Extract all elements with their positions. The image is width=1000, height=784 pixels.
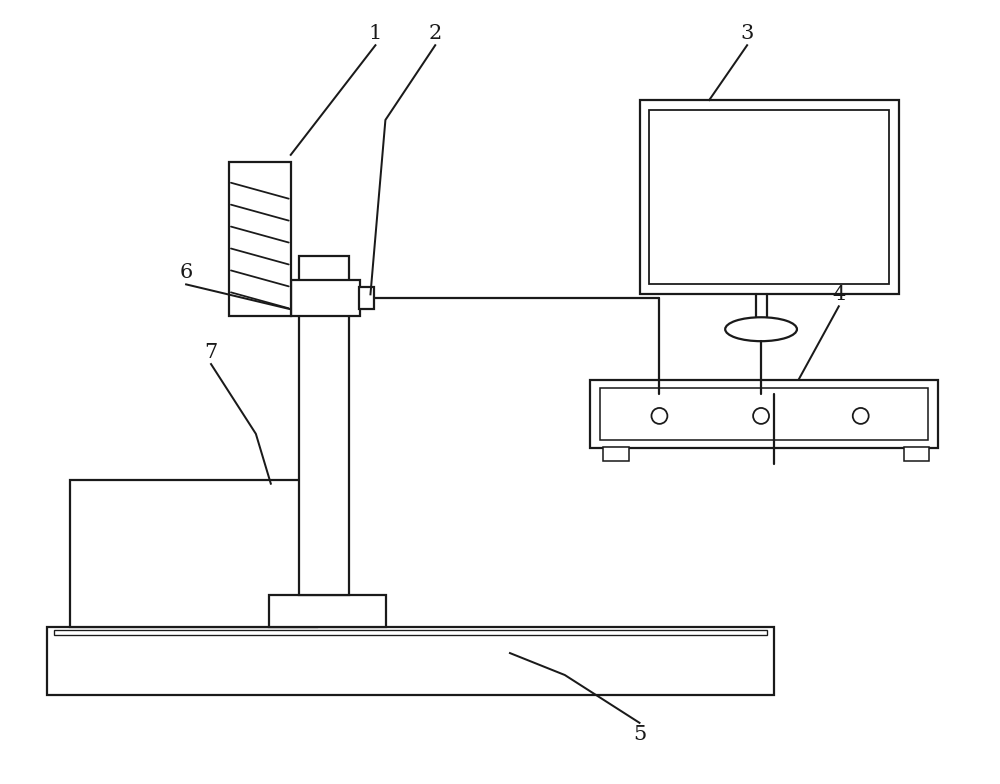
Text: 5: 5 — [633, 725, 646, 744]
Bar — [299, 256, 349, 595]
Bar — [269, 595, 386, 627]
Text: 4: 4 — [832, 285, 845, 304]
Text: 1: 1 — [369, 24, 382, 43]
Text: 7: 7 — [204, 343, 218, 362]
Bar — [603, 447, 629, 461]
Bar — [54, 630, 767, 635]
Bar — [640, 100, 899, 294]
Bar — [70, 480, 317, 627]
Bar — [291, 281, 360, 316]
Bar — [600, 388, 928, 440]
Bar — [229, 162, 291, 316]
Bar — [47, 627, 774, 695]
Bar — [359, 288, 374, 310]
Bar — [904, 447, 929, 461]
Text: 3: 3 — [740, 24, 754, 43]
Bar — [590, 380, 938, 448]
Bar — [649, 110, 889, 285]
Ellipse shape — [725, 318, 797, 341]
Text: 6: 6 — [179, 263, 193, 282]
Text: 2: 2 — [429, 24, 442, 43]
